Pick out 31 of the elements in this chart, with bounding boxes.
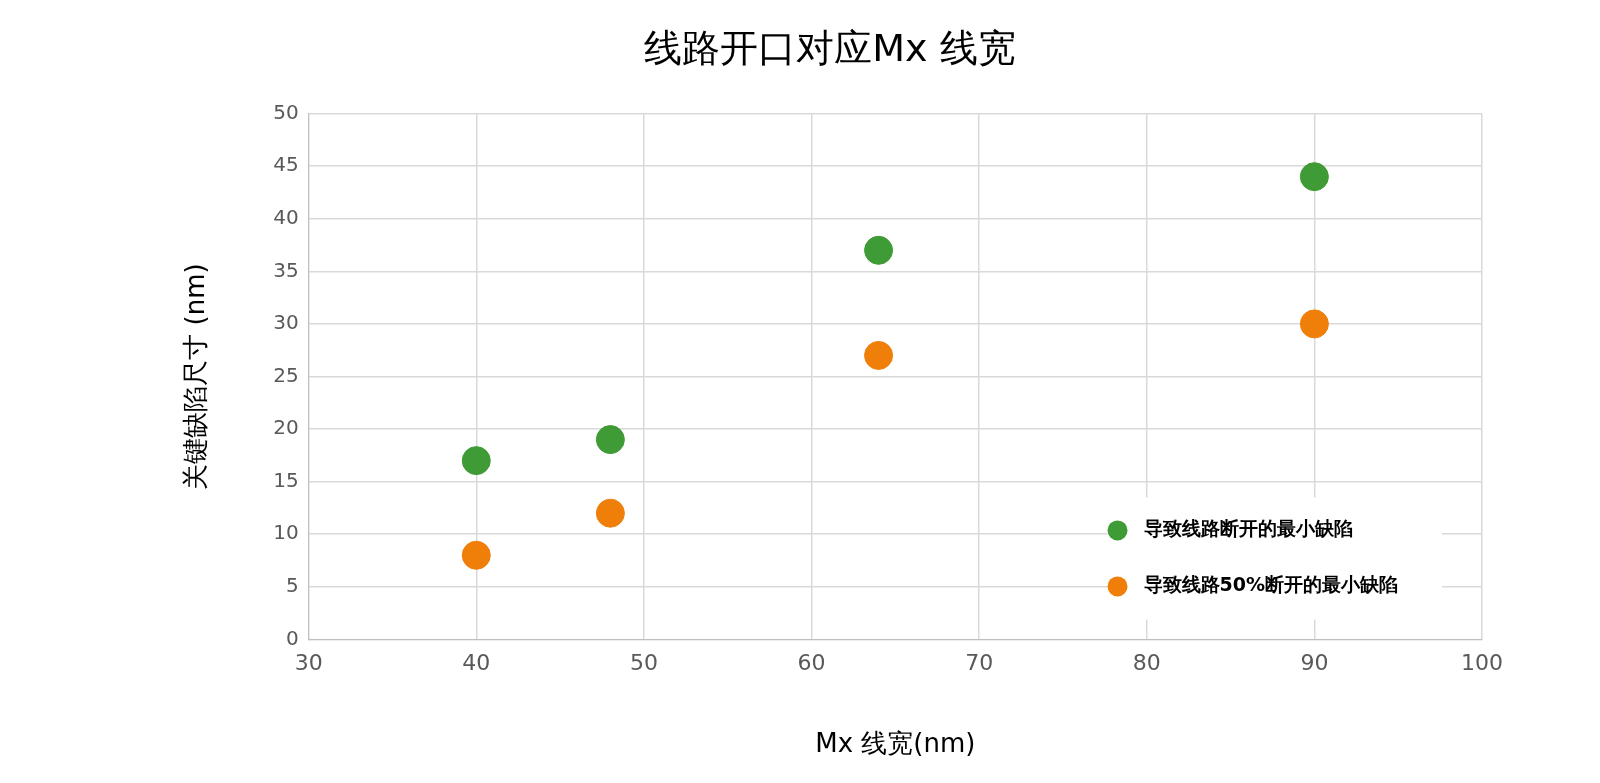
y-tick-label: 45 [273,152,299,177]
x-tick-label: 60 [797,650,826,676]
y-axis-title: 关键缺陷尺寸 (nm) [180,263,211,490]
point [864,340,894,370]
x-tick-label: 100 [1461,650,1503,676]
legend-label: 导致线路50%断开的最小缺陷 [1143,573,1399,596]
point [595,425,625,455]
point [1299,162,1329,192]
legend-label: 导致线路断开的最小缺陷 [1143,517,1353,540]
point [461,446,491,476]
y-tick-label: 15 [273,467,299,492]
y-tick-label: 0 [285,625,299,650]
y-tick-label: 5 [285,573,299,598]
x-tick-label: 80 [1132,650,1161,676]
x-tick-label: 50 [629,650,658,676]
point [595,498,625,528]
y-tick-label: 40 [273,204,299,229]
y-tick-label: 25 [273,362,299,387]
x-tick-label: 40 [462,650,491,676]
y-tick-label: 30 [273,310,299,335]
y-tick-label: 10 [273,520,299,545]
point [1299,309,1329,339]
chart-title: 线路开口对应Mx 线宽 [644,25,1016,70]
y-tick-label: 50 [273,99,299,124]
x-axis-title: Mx 线宽(nm) [815,728,976,759]
y-tick-label: 20 [273,415,299,440]
point [864,235,894,265]
y-tick-label: 35 [273,257,299,282]
x-tick-label: 90 [1300,650,1329,676]
point [461,540,491,570]
x-tick-label: 70 [965,650,994,676]
